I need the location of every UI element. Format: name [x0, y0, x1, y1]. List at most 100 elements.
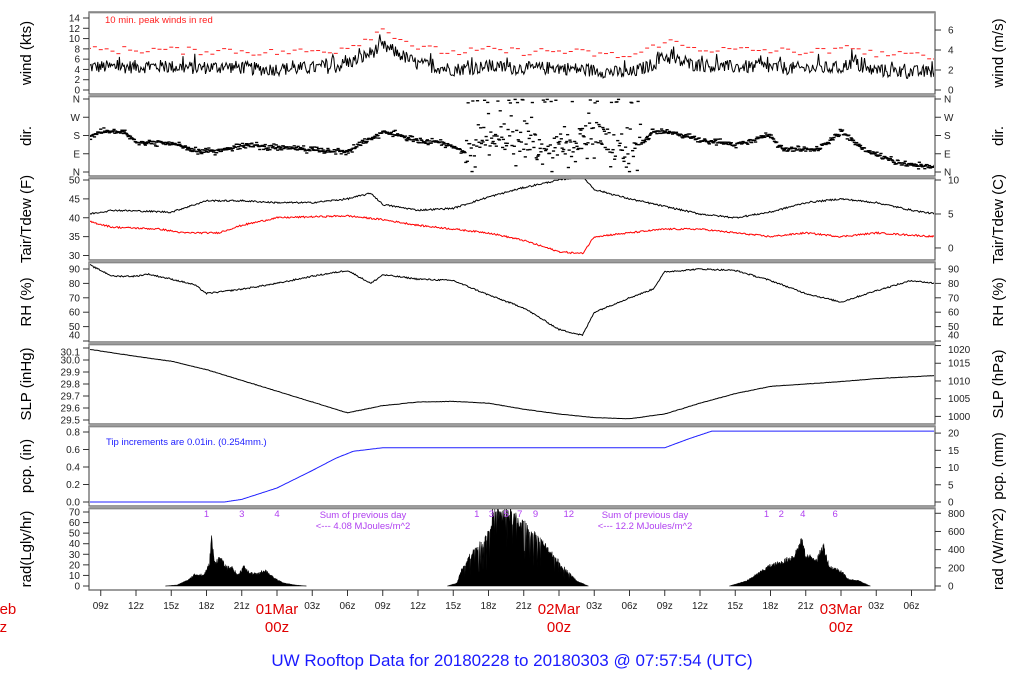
- hour-mark: 12: [564, 509, 575, 520]
- x-tick-label: 12z: [128, 601, 144, 612]
- hour-mark: 9: [533, 509, 538, 520]
- y-tick-label-right: S: [944, 131, 951, 142]
- x-day-label: 03Mar: [820, 601, 863, 618]
- x-tick-label: 03z: [304, 601, 320, 612]
- y-tick-label: 29.9: [61, 368, 81, 379]
- y-tick-label-right: 400: [948, 545, 965, 556]
- y-axis-label-right: rad (W/m^2): [990, 508, 1007, 590]
- y-tick-label: 70: [69, 508, 81, 519]
- panel-frame: [88, 425, 936, 507]
- y-tick-label: 50: [69, 529, 81, 540]
- y-tick-label: 0.6: [66, 445, 80, 456]
- y-axis-label: pcp. (in): [18, 439, 35, 493]
- panel-frame: [88, 343, 936, 425]
- y-tick-label: 29.6: [61, 404, 81, 415]
- plot-area: [90, 348, 934, 420]
- y-tick-label-right: E: [944, 149, 951, 160]
- panel-frame: [88, 177, 936, 261]
- y-tick-label: 60: [69, 518, 81, 529]
- y-tick-label-right: 2: [948, 66, 954, 77]
- hour-mark: 4: [800, 509, 805, 520]
- y-tick-label: 30.0: [61, 356, 81, 367]
- x-tick-label: 03z: [868, 601, 884, 612]
- y-tick-label: 90: [69, 265, 81, 276]
- x-day-hour-label: 00z: [0, 619, 7, 636]
- hour-mark: 1: [764, 509, 769, 520]
- y-tick-label: 10: [69, 34, 81, 45]
- y-axis-label-right: pcp. (mm): [990, 432, 1007, 500]
- y-tick-label-right: 0: [948, 498, 954, 509]
- y-tick-label-right: 15: [948, 446, 960, 457]
- y-tick-label-right: 600: [948, 527, 965, 538]
- y-tick-label-right: 4: [948, 46, 954, 57]
- x-day-label: 01Mar: [256, 601, 299, 618]
- y-tick-label: N: [73, 168, 80, 179]
- y-tick-label: 50: [69, 176, 81, 187]
- y-tick-label: 30.1: [61, 348, 81, 359]
- y-tick-label: 29.8: [61, 380, 81, 391]
- series-line-tdew: [90, 214, 934, 255]
- panel-pcp: 0.0 0.2 0.4 0.6 0.8 0 5 10 15 20 pcp. (in) pcp. (mm…: [18, 425, 1007, 509]
- y-tick-label: 6: [74, 55, 80, 66]
- x-day-label: 28Feb: [0, 601, 16, 618]
- panel-frame: [88, 261, 936, 343]
- hour-mark: 5: [503, 509, 508, 520]
- y-tick-label: 0: [74, 86, 80, 97]
- y-tick-label: N: [73, 95, 80, 106]
- y-tick-label: W: [71, 113, 81, 124]
- x-day-hour-label: 00z: [265, 619, 289, 636]
- y-tick-label-right: W: [944, 113, 954, 124]
- plot-area: [90, 263, 934, 337]
- y-tick-label-right: 80: [948, 279, 960, 290]
- y-tick-label-right: 0: [948, 582, 954, 593]
- y-tick-label: 40: [69, 213, 81, 224]
- y-tick-label-right: 1020: [948, 345, 971, 356]
- y-axis-label: RH (%): [18, 277, 35, 326]
- series-line-wind: [90, 34, 934, 80]
- y-tick-label-right: 1010: [948, 376, 971, 387]
- y-tick-label-right: 0: [948, 86, 954, 97]
- x-tick-label: 15z: [727, 601, 743, 612]
- y-tick-label-right: 5: [948, 209, 954, 220]
- y-tick-label: 4: [74, 65, 80, 76]
- hour-mark: 3: [489, 509, 494, 520]
- radiation-area: [165, 535, 307, 587]
- x-tick-label: 12z: [410, 601, 426, 612]
- y-tick-label: 40: [69, 331, 81, 342]
- panel-rad: 0102030405060700200400600800rad(Lgly/hr)…: [18, 507, 1007, 593]
- x-tick-label: 15z: [163, 601, 179, 612]
- x-tick-label: 09z: [93, 601, 109, 612]
- y-tick-label-right: 1000: [948, 412, 971, 423]
- y-tick-label-right: 1005: [948, 394, 971, 405]
- y-axis-label: Tair/Tdew (F): [18, 175, 35, 263]
- y-tick-label: E: [73, 149, 80, 160]
- y-tick-label-right: 800: [948, 509, 965, 520]
- series-line-rh: [90, 263, 934, 337]
- hour-mark: 1: [204, 509, 209, 520]
- y-axis-label-right: RH (%): [990, 277, 1007, 326]
- y-tick-label-right: 90: [948, 265, 960, 276]
- plot-area: [90, 179, 934, 255]
- y-tick-label-right: 0: [948, 243, 954, 254]
- pcp-note: Tip increments are 0.01in. (0.254mm.): [106, 437, 267, 448]
- y-tick-label: 30: [69, 550, 81, 561]
- x-tick-label: 18z: [762, 601, 778, 612]
- x-tick-label: 12z: [692, 601, 708, 612]
- y-tick-label-right: 70: [948, 293, 960, 304]
- hour-mark: 3: [239, 509, 244, 520]
- hour-mark: 7: [517, 509, 522, 520]
- daily-sum-value: <--- 4.08 MJoules/m^2: [316, 521, 410, 532]
- y-tick-label: 40: [69, 539, 81, 550]
- x-tick-label: 21z: [798, 601, 814, 612]
- y-tick-label: 35: [69, 232, 81, 243]
- y-axis-label: rad(Lgly/hr): [18, 511, 35, 588]
- x-day-hour-label: 00z: [547, 619, 571, 636]
- y-tick-label: S: [73, 131, 80, 142]
- y-axis-label-right: dir.: [990, 126, 1007, 146]
- daily-sum-label: Sum of previous day: [602, 510, 689, 521]
- y-tick-label-right: N: [944, 95, 951, 106]
- y-tick-label: 14: [69, 14, 81, 25]
- series-line-tair: [90, 179, 934, 219]
